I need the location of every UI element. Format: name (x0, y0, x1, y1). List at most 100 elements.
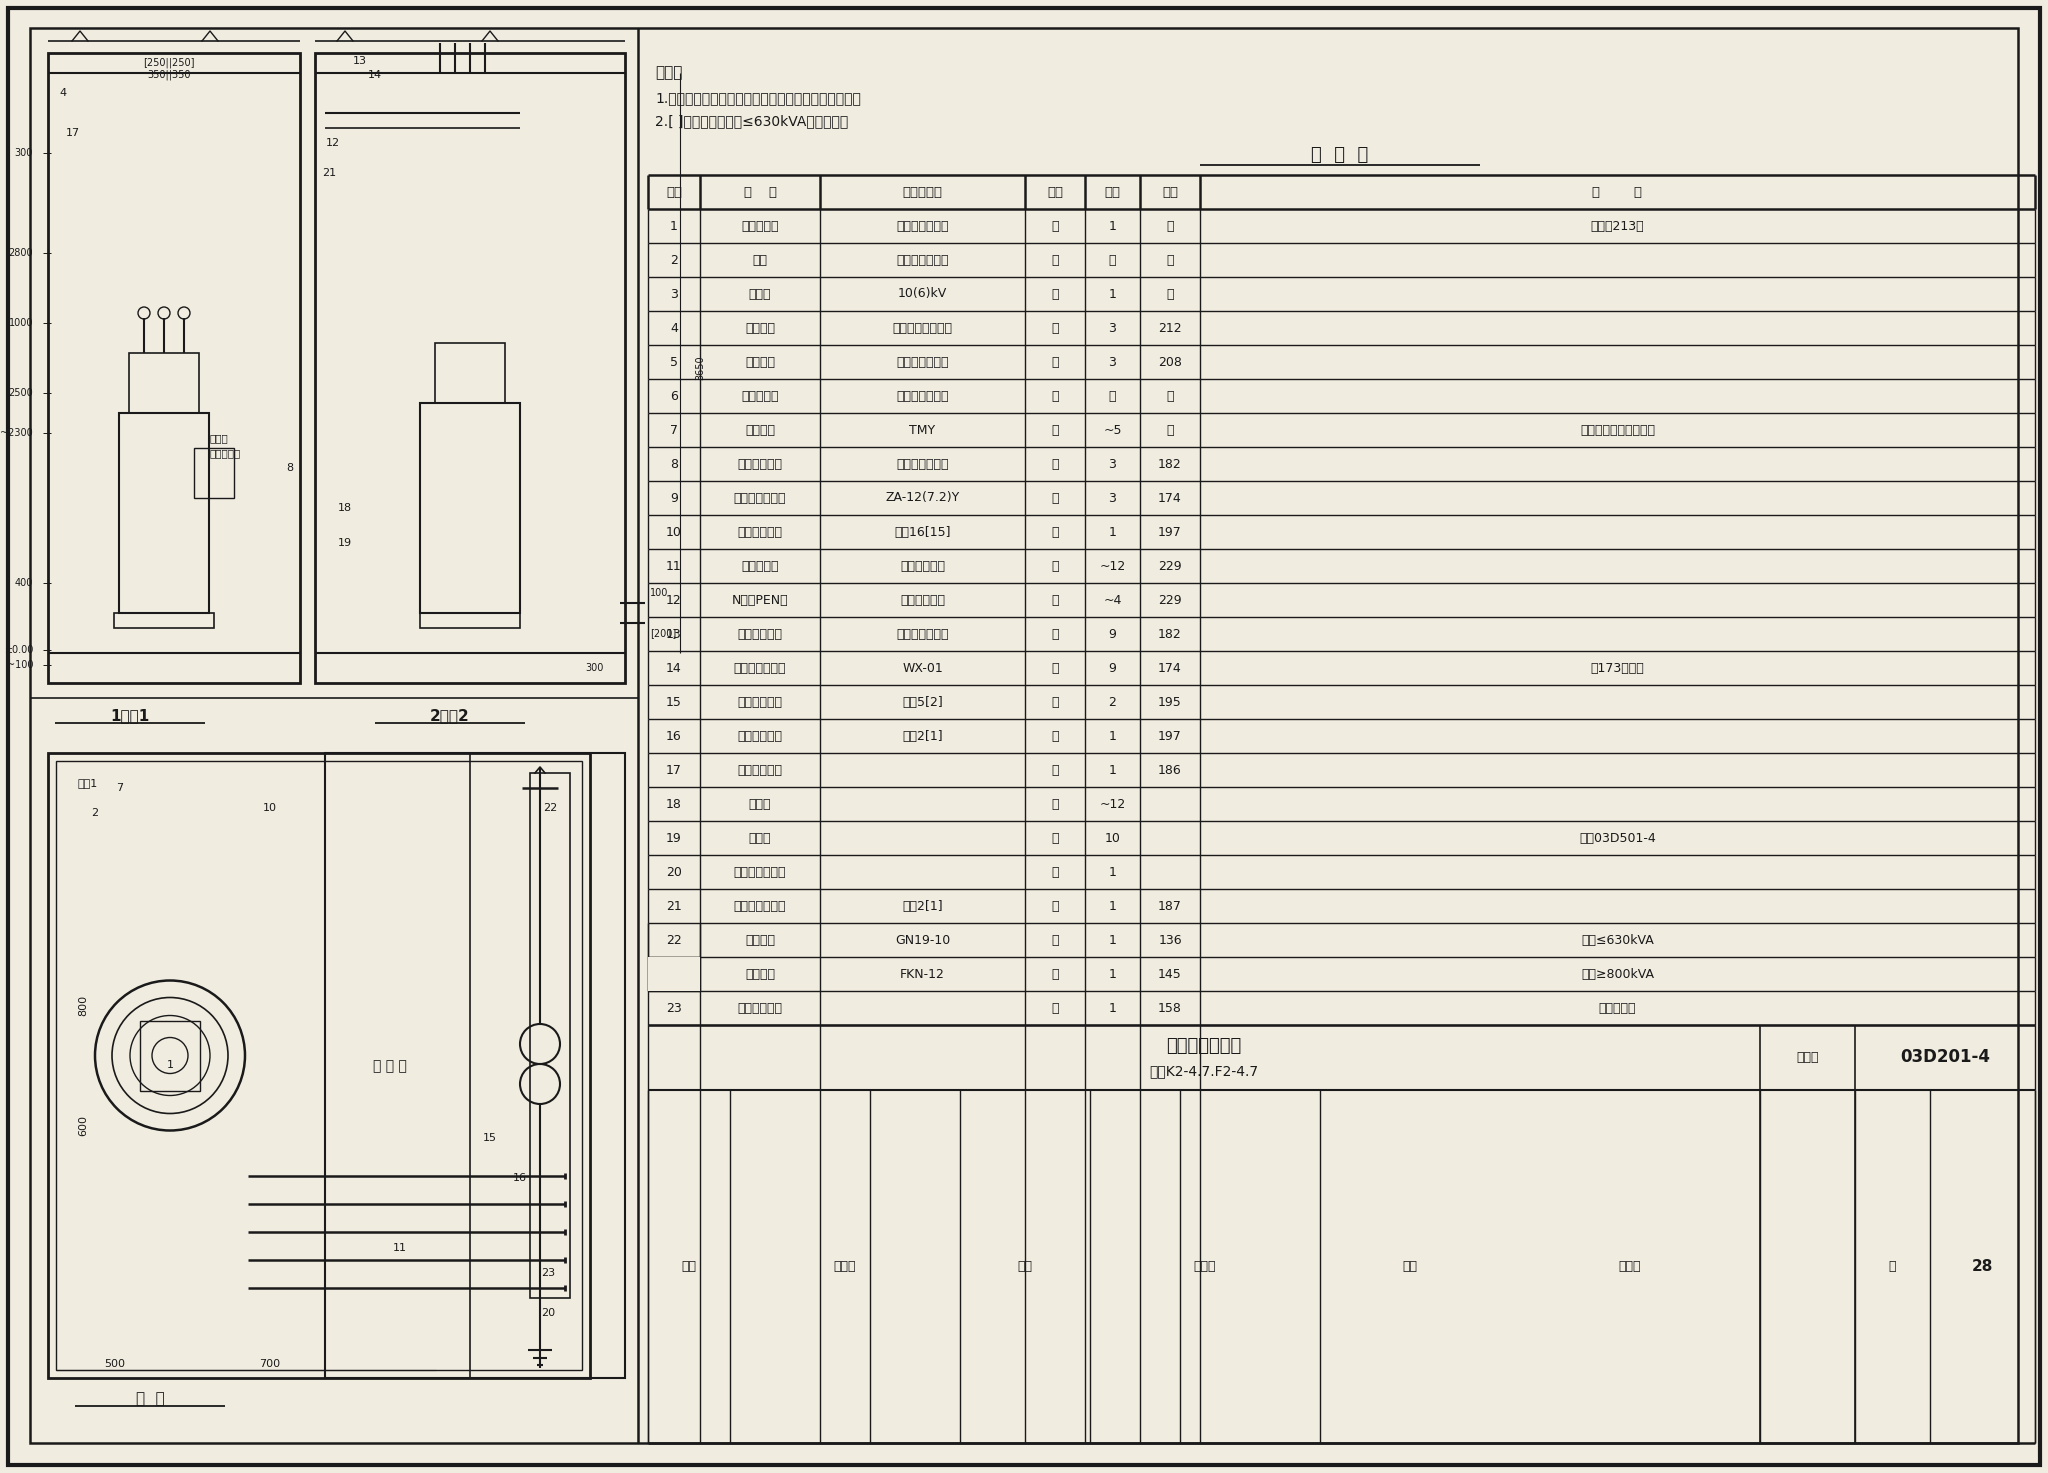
Text: 台: 台 (1051, 968, 1059, 981)
Text: 19: 19 (666, 831, 682, 844)
Text: 见附录（四）: 见附录（四） (899, 594, 944, 607)
Text: N线或PEN线: N线或PEN线 (731, 594, 788, 607)
Text: 电缆支架: 电缆支架 (745, 355, 774, 368)
Text: 187: 187 (1157, 900, 1182, 912)
Text: 由工程设计确定: 由工程设计确定 (897, 253, 948, 267)
Bar (139, 1021, 201, 1090)
Text: FKN-12: FKN-12 (899, 968, 944, 981)
Text: 个: 个 (1051, 355, 1059, 368)
Text: 12: 12 (666, 594, 682, 607)
Text: ~12: ~12 (1100, 560, 1126, 573)
Text: 158: 158 (1157, 1002, 1182, 1015)
Text: 页次: 页次 (1161, 186, 1178, 199)
Text: 至接地装置: 至接地装置 (209, 448, 240, 458)
Text: 名    称: 名 称 (743, 186, 776, 199)
Text: －: － (1165, 389, 1174, 402)
Text: 个: 个 (1051, 831, 1059, 844)
Text: 13: 13 (666, 627, 682, 641)
Text: WX-01: WX-01 (901, 661, 942, 675)
Bar (420, 404, 520, 613)
Text: 03D201-4: 03D201-4 (1901, 1049, 1991, 1066)
Text: 21: 21 (322, 168, 336, 178)
Text: 台: 台 (1051, 219, 1059, 233)
Text: 由工程设计确定: 由工程设计确定 (897, 219, 948, 233)
Text: 1: 1 (1108, 934, 1116, 947)
Text: 16: 16 (666, 729, 682, 742)
Text: 王应行: 王应行 (1194, 1259, 1217, 1273)
Text: 1: 1 (166, 1061, 174, 1071)
Text: ~12: ~12 (1100, 797, 1126, 810)
Text: 6: 6 (670, 389, 678, 402)
Text: 型式5[2]: 型式5[2] (901, 695, 942, 709)
Bar (47, 53, 299, 683)
Text: 变压器室布置图: 变压器室布置图 (1167, 1037, 1241, 1055)
Text: 负荷开关: 负荷开关 (745, 968, 774, 981)
Text: ±0.00: ±0.00 (4, 645, 33, 655)
Text: 100: 100 (649, 588, 668, 598)
Text: 182: 182 (1157, 627, 1182, 641)
Text: 接地线: 接地线 (750, 797, 772, 810)
Text: 7: 7 (117, 784, 123, 792)
Text: 低压母线穿墙板: 低压母线穿墙板 (733, 900, 786, 912)
Bar (420, 613, 520, 627)
Text: 接线端子: 接线端子 (745, 321, 774, 334)
Text: 600: 600 (78, 1115, 88, 1136)
Text: 3: 3 (670, 287, 678, 300)
Text: 8: 8 (670, 458, 678, 470)
Text: 197: 197 (1157, 526, 1182, 539)
Bar (129, 354, 199, 412)
Text: 1: 1 (1108, 1002, 1116, 1015)
Text: 米: 米 (1051, 389, 1059, 402)
Text: 2: 2 (670, 253, 678, 267)
Text: 米: 米 (1051, 560, 1059, 573)
Text: 为配套产品: 为配套产品 (1599, 1002, 1636, 1015)
Text: 3: 3 (1108, 321, 1116, 334)
Text: 电力变压器: 电力变压器 (741, 219, 778, 233)
Text: 低压相母线: 低压相母线 (741, 560, 778, 573)
Text: 数量: 数量 (1104, 186, 1120, 199)
Text: 低压母线支架: 低压母线支架 (737, 729, 782, 742)
Text: 16: 16 (512, 1173, 526, 1183)
Text: [200]: [200] (649, 627, 676, 638)
Text: ZA-12(7.2)Y: ZA-12(7.2)Y (885, 492, 961, 504)
Text: 15: 15 (483, 1133, 498, 1143)
Text: 19: 19 (338, 538, 352, 548)
Text: 手力操动机构: 手力操动机构 (737, 1002, 782, 1015)
Text: 10(6)kV: 10(6)kV (897, 287, 946, 300)
Text: 规格按变压器容量确定: 规格按变压器容量确定 (1579, 424, 1655, 436)
Text: 3: 3 (1108, 355, 1116, 368)
Text: 2－－2: 2－－2 (430, 709, 469, 723)
Text: 1: 1 (670, 219, 678, 233)
Text: 13: 13 (352, 56, 367, 66)
Text: 型式2[1]: 型式2[1] (903, 900, 942, 912)
Text: 9: 9 (1108, 627, 1116, 641)
Text: 17: 17 (666, 763, 682, 776)
Bar (47, 753, 590, 1379)
Text: 4: 4 (670, 321, 678, 334)
Text: 主 接 线: 主 接 线 (373, 1059, 408, 1072)
Text: 10: 10 (666, 526, 682, 539)
Text: －: － (1165, 287, 1174, 300)
Text: 20: 20 (541, 1308, 555, 1318)
Text: 电缆: 电缆 (752, 253, 768, 267)
Text: 350||350: 350||350 (147, 69, 190, 80)
Text: 高压母线: 高压母线 (745, 424, 774, 436)
Bar (119, 412, 209, 613)
Text: 固定钩: 固定钩 (750, 831, 772, 844)
Text: 米: 米 (1051, 424, 1059, 436)
Text: 23: 23 (666, 1002, 682, 1015)
Text: 3650: 3650 (694, 355, 705, 380)
Text: 序号: 序号 (666, 186, 682, 199)
Text: ~4: ~4 (1104, 594, 1122, 607)
Text: 付: 付 (1051, 763, 1059, 776)
Text: 23: 23 (541, 1268, 555, 1279)
Text: 17: 17 (66, 128, 80, 138)
Text: 套: 套 (1051, 729, 1059, 742)
Text: 接地见213页: 接地见213页 (1591, 219, 1645, 233)
Text: TMY: TMY (909, 424, 936, 436)
Text: 212: 212 (1159, 321, 1182, 334)
Bar (115, 613, 213, 627)
Text: 高压支柱绝缘子: 高压支柱绝缘子 (733, 492, 786, 504)
Text: 电车线路绝缘子: 电车线路绝缘子 (733, 661, 786, 675)
Text: 11: 11 (666, 560, 682, 573)
